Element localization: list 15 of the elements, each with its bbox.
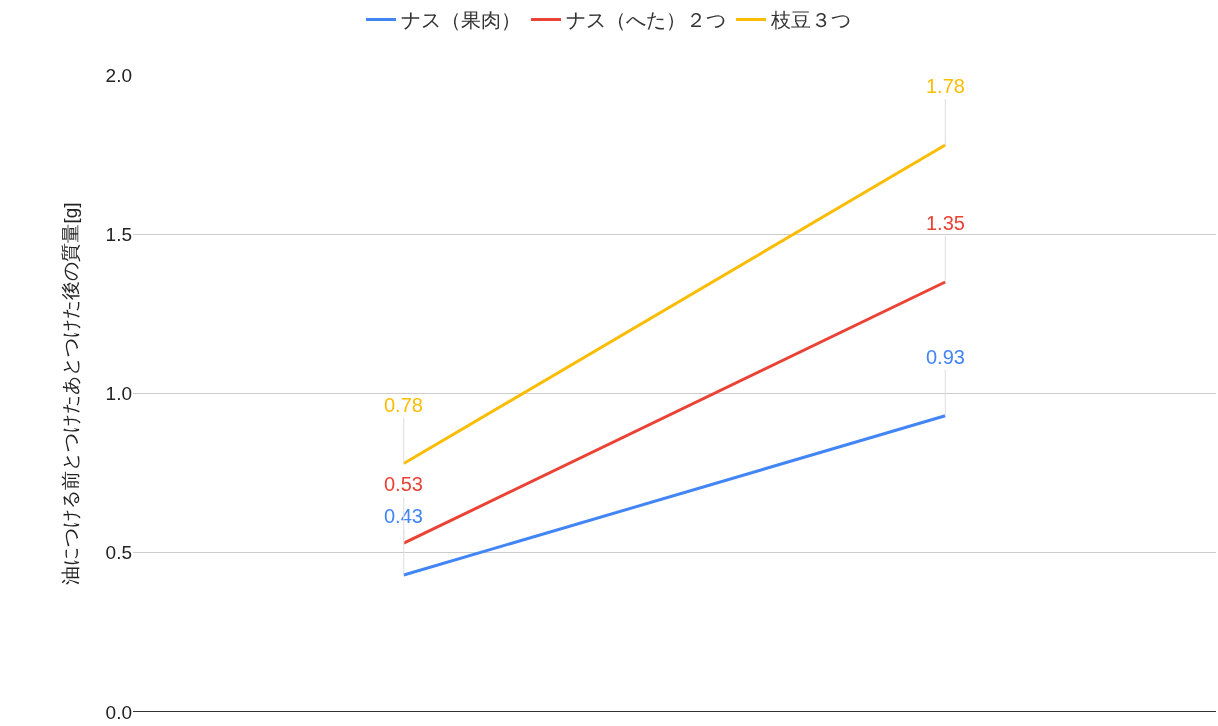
- legend-label: ナス（へた）２つ: [566, 9, 726, 32]
- data-label: 0.93: [926, 346, 965, 368]
- y-axis-title: 油につける前とつけたあとつけた後の質量[g]: [60, 202, 82, 585]
- y-tick-label: 1.5: [105, 223, 132, 245]
- data-label: 0.78: [384, 394, 423, 416]
- legend-label: ナス（果肉）: [401, 9, 521, 32]
- data-label: 1.78: [926, 75, 965, 97]
- y-tick-label: 2.0: [105, 64, 132, 86]
- legend-label: 枝豆３つ: [770, 9, 851, 32]
- y-tick-label: 0.5: [105, 542, 132, 564]
- data-label: 0.53: [384, 473, 423, 495]
- data-label: 0.43: [384, 505, 423, 527]
- y-tick-label: 0.0: [105, 701, 132, 723]
- data-label: 1.35: [926, 212, 965, 234]
- y-tick-label: 1.0: [105, 383, 132, 405]
